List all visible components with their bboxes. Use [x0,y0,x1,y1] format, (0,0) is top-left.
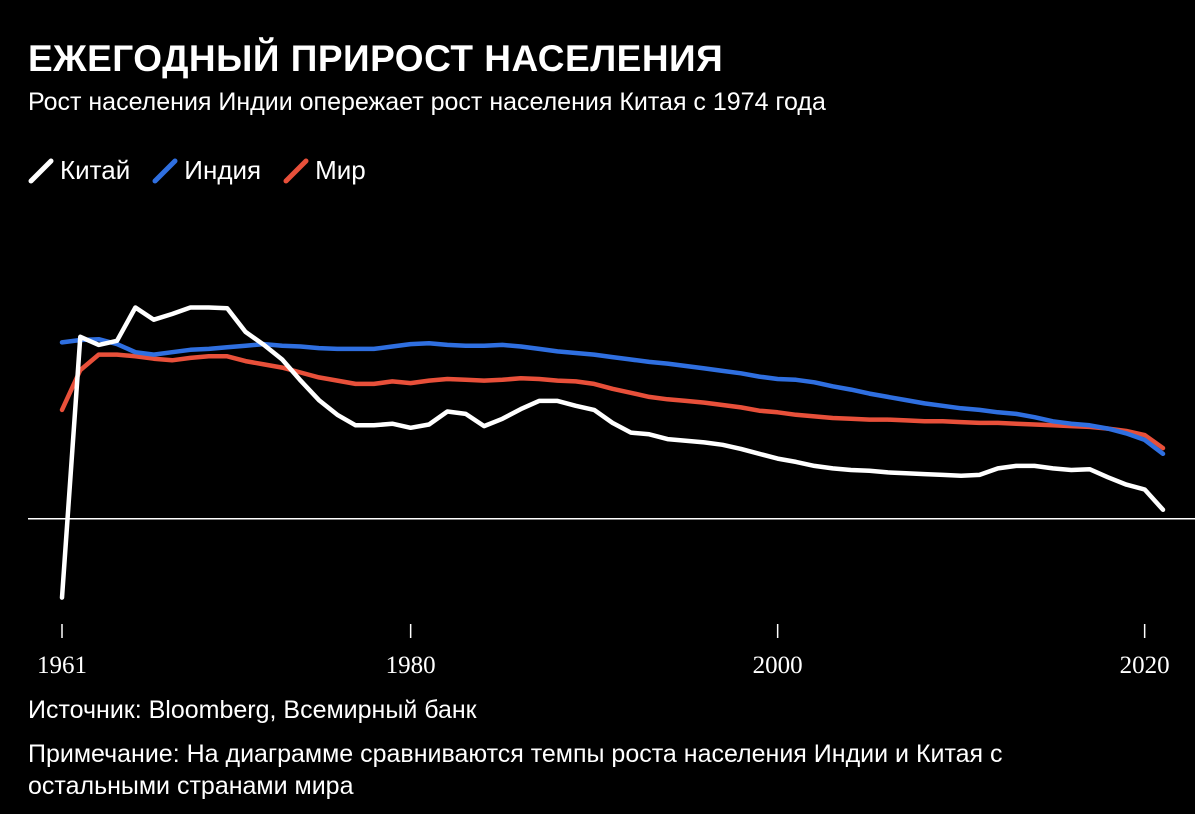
x-tick-label-1961: 1961 [37,652,87,679]
x-tick-label-2000: 2000 [753,652,803,679]
legend-item-china: Китай [28,155,130,186]
legend-swatch-china [28,158,54,183]
x-tick-label-1980: 1980 [386,652,436,679]
footnote: Примечание: На диаграмме сравниваются те… [28,740,1003,800]
chart-title: ЕЖЕГОДНЫЙ ПРИРОСТ НАСЕЛЕНИЯ [28,38,724,79]
series-line-india [59,336,1166,457]
legend-label-world: Мир [315,155,366,185]
legend-label-india: Индия [184,155,262,185]
legend-item-world: Мир [283,155,366,186]
chart-subtitle: Рост населения Индии опережает рост насе… [28,88,826,116]
legend: Китай Индия Мир [28,155,366,186]
legend-swatch-india [152,158,178,183]
series-line-china [59,305,1166,600]
legend-swatch-world [283,158,309,183]
legend-label-china: Китай [60,155,131,185]
legend-item-india: Индия [152,155,261,186]
x-tick-label-2020: 2020 [1120,652,1170,679]
series-line-world [59,352,1166,451]
source-note: Источник: Bloomberg, Всемирный банк [28,696,477,724]
